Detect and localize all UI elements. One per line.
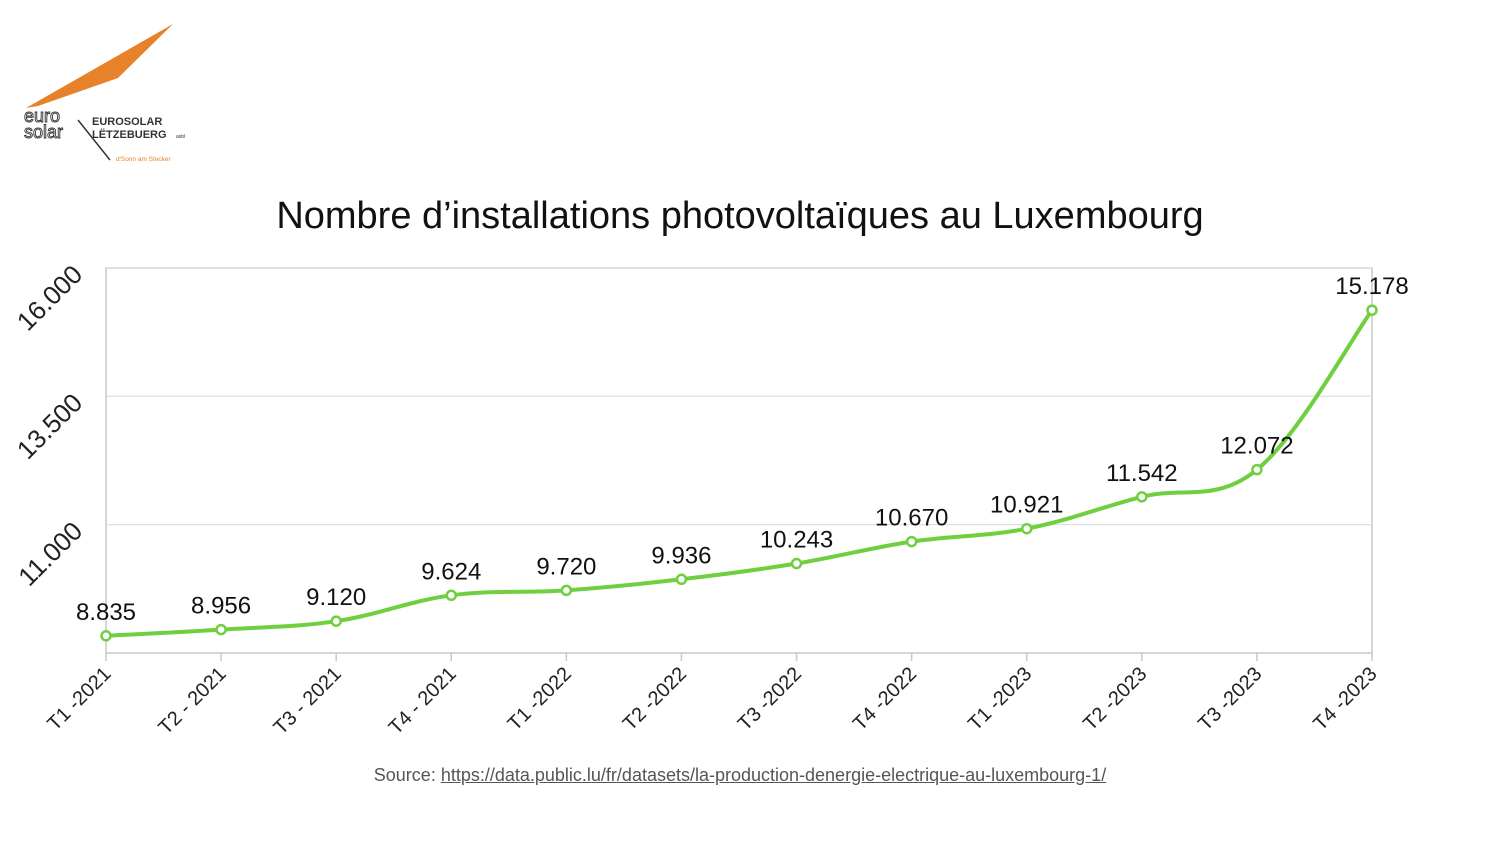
logo-mark-bottom: solar: [24, 122, 63, 142]
series-line: [105, 309, 1374, 638]
x-tick-label: T3 -2023: [1194, 663, 1266, 735]
data-label: 9.936: [651, 542, 711, 569]
data-point: [905, 535, 918, 548]
y-tick-label: 11.000: [12, 516, 88, 592]
x-tick-label: T2 - 2021: [155, 663, 231, 739]
data-point: [675, 573, 688, 586]
data-point: [1251, 463, 1263, 476]
x-tick-label: T3 - 2021: [270, 663, 346, 739]
data-label: 8.835: [76, 599, 136, 626]
data-point: [790, 557, 803, 570]
data-label: 10.243: [760, 527, 833, 554]
data-label: 12.072: [1220, 433, 1293, 460]
plot-frame: [105, 267, 1373, 654]
logo-orange-wedge: [26, 24, 173, 108]
logo-name-line2: LËTZEBUERG: [92, 128, 167, 141]
x-tick-label: T1 -2022: [504, 663, 576, 735]
data-point: [330, 615, 342, 627]
data-label: 11.542: [1106, 460, 1178, 487]
data-point: [1136, 491, 1148, 503]
y-tick-label: 16.000: [11, 259, 88, 336]
data-point: [100, 630, 112, 642]
logo-name-line1: EUROSOLAR: [92, 116, 162, 128]
eurosolar-logo: euro solar EUROSOLAR LËTZEBUERG asbl d'S…: [24, 24, 185, 163]
data-label: 10.670: [875, 505, 948, 532]
data-point: [1020, 522, 1033, 535]
x-tick-label: T4 -2022: [849, 663, 921, 735]
logo-tagline: d'Sonn am Stecker: [116, 156, 172, 163]
data-label: 10.921: [990, 492, 1063, 519]
data-point: [560, 584, 573, 597]
data-label: 9.720: [536, 553, 596, 580]
x-tick-label: T3 -2022: [734, 663, 806, 735]
x-tick-label: T1 -2021: [43, 663, 115, 735]
logo-suffix: asbl: [176, 134, 185, 140]
logo-diagonal-line: [77, 119, 111, 161]
source-link[interactable]: https://data.public.lu/fr/datasets/la-pr…: [440, 765, 1107, 785]
data-label: 9.120: [306, 584, 366, 611]
source-note: Source: https://data.public.lu/fr/datase…: [0, 765, 1480, 786]
x-tick-label: T2 -2023: [1079, 663, 1151, 735]
data-point: [215, 623, 227, 636]
data-label: 8.956: [191, 593, 251, 620]
x-tick-label: T4 -2023: [1309, 663, 1381, 735]
data-label: 15.178: [1335, 273, 1408, 300]
chart-title: Nombre d’installations photovoltaïques a…: [276, 195, 1204, 237]
data-point: [1366, 304, 1378, 316]
y-tick-label: 13.500: [11, 387, 88, 464]
logo-mark-top: euro: [24, 106, 60, 126]
x-tick-label: T4 - 2021: [385, 663, 461, 739]
x-tick-label: T2 -2022: [619, 663, 691, 735]
data-point: [445, 589, 458, 602]
source-prefix: Source:: [373, 765, 441, 785]
x-tick-label: T1 -2023: [964, 663, 1036, 735]
data-label: 9.624: [421, 558, 481, 585]
